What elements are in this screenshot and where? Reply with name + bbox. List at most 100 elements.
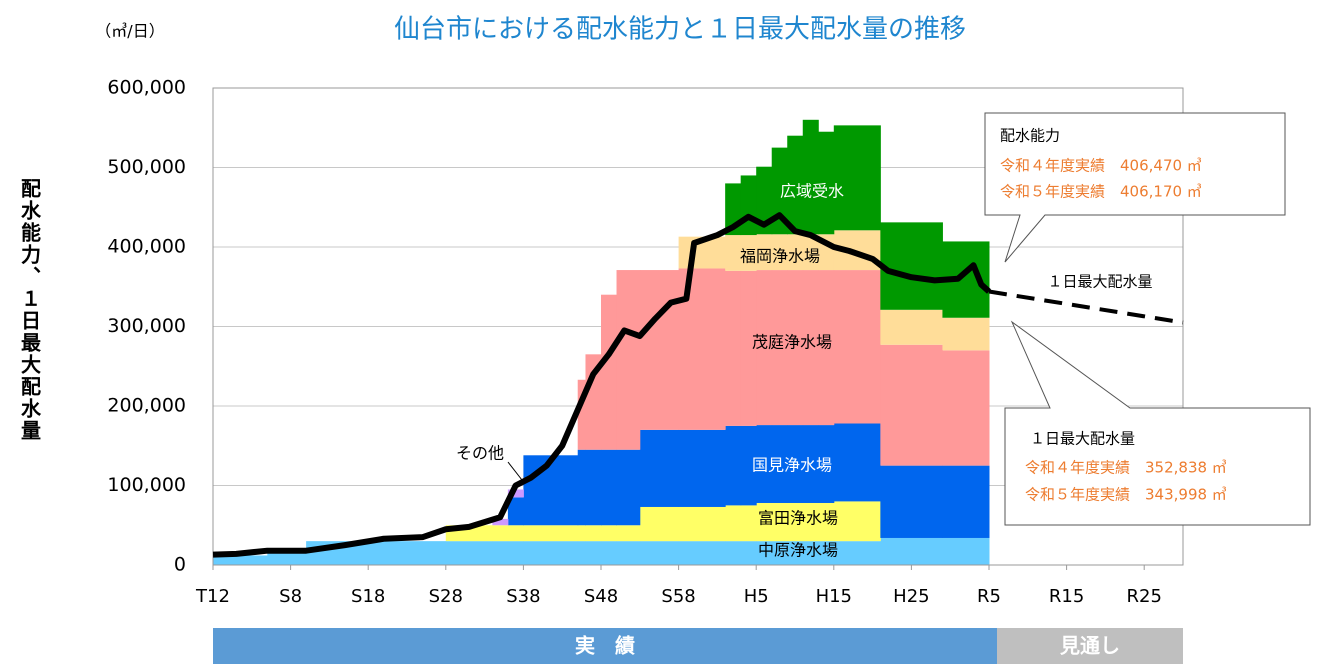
area-step	[818, 131, 835, 235]
area-step	[787, 425, 804, 503]
area-step	[585, 541, 602, 565]
area-step	[802, 425, 819, 503]
area-step	[771, 502, 788, 542]
area-step	[507, 541, 524, 565]
area-step	[577, 525, 586, 542]
area-step	[880, 309, 943, 345]
x-tick-label: R25	[1126, 586, 1161, 607]
callout-box	[1004, 320, 1311, 526]
area-step	[880, 465, 943, 538]
x-tick-label: S38	[506, 586, 540, 607]
x-tick-label: S28	[429, 586, 463, 607]
area-step	[616, 270, 641, 450]
area-step	[678, 541, 726, 565]
period-label: 見通し	[1060, 634, 1120, 658]
area-step	[802, 502, 819, 542]
area-step	[585, 449, 602, 526]
x-tick-label: H5	[744, 586, 769, 607]
area-step	[802, 541, 819, 565]
area-step	[818, 425, 835, 503]
y-tick-label: 200,000	[107, 395, 186, 417]
series-label: 福岡浄水場	[740, 247, 820, 266]
area-step	[577, 541, 586, 565]
area-step	[818, 541, 835, 565]
area-step	[787, 502, 804, 542]
area-step	[601, 294, 618, 450]
area-step	[725, 270, 742, 426]
area-step	[787, 135, 804, 235]
area-step	[771, 425, 788, 503]
chart-title: 仙台市における配水能力と１日最大配水量の推移	[394, 15, 966, 45]
area-step	[725, 541, 742, 565]
area-step	[725, 235, 742, 271]
callout-text: 令和５年度実績 343,998 ㎥	[1025, 486, 1227, 504]
series-label: 国見浄水場	[752, 456, 832, 475]
area-step	[787, 541, 804, 565]
area-step	[942, 537, 990, 565]
area-step	[639, 429, 680, 507]
areas	[213, 119, 990, 565]
area-step	[818, 270, 835, 426]
area-step	[771, 234, 788, 271]
series-label: 富田浄水場	[758, 509, 838, 528]
area-step	[833, 423, 881, 502]
callout-title: １日最大配水量	[1030, 430, 1135, 448]
y-tick-label: 0	[174, 554, 186, 576]
area-step	[740, 270, 757, 426]
area-step	[771, 270, 788, 426]
area-step	[802, 270, 819, 426]
area-step	[740, 425, 757, 506]
plot-border	[212, 87, 1184, 566]
area-step	[492, 541, 509, 565]
projection-line	[988, 289, 1184, 325]
callout-text: 令和４年度実績 406,470 ㎥	[1000, 157, 1202, 175]
period-bar	[213, 628, 997, 664]
x-tick-label: T12	[195, 586, 230, 607]
area-step	[740, 235, 757, 271]
area-step	[756, 541, 773, 565]
area-step	[756, 425, 773, 503]
area-step	[818, 502, 835, 542]
area-step	[601, 525, 618, 542]
series-label: 中原浄水場	[758, 541, 838, 560]
x-tick-label: H15	[816, 586, 852, 607]
area-step	[678, 506, 726, 542]
callout-text: 令和５年度実績 406,170 ㎥	[1000, 183, 1202, 201]
area-step	[507, 497, 524, 526]
area-step	[802, 234, 819, 271]
label-leader	[507, 461, 523, 481]
area-step	[507, 525, 524, 542]
area-step	[740, 541, 757, 565]
area-step	[942, 465, 990, 538]
area-step	[523, 455, 579, 526]
area-step	[880, 222, 943, 310]
area-step	[213, 555, 268, 565]
max-line	[212, 212, 992, 558]
area-step	[740, 505, 757, 542]
area-step	[756, 502, 773, 542]
series-label: その他	[456, 444, 504, 463]
area-step	[833, 501, 881, 542]
series-label: 茂庭浄水場	[752, 333, 832, 352]
area-step	[880, 537, 943, 565]
area-step	[616, 541, 641, 565]
callout-text: 令和４年度実績 352,838 ㎥	[1025, 459, 1227, 477]
x-tick-label: S8	[279, 586, 302, 607]
area-step	[725, 425, 742, 506]
area-step	[267, 550, 307, 565]
area-step	[445, 541, 493, 565]
area-step	[787, 234, 804, 271]
y-tick-label: 300,000	[107, 315, 186, 337]
callout-title: 配水能力	[1000, 127, 1060, 145]
x-tick-label: S58	[661, 586, 695, 607]
x-tick-label: H25	[893, 586, 929, 607]
period-bar	[997, 628, 1183, 664]
area-step	[756, 270, 773, 426]
line-label: １日最大配水量	[1047, 273, 1152, 291]
y-tick-label: 600,000	[107, 77, 186, 99]
y-axis-label: 配水能力、１日最大配水量	[18, 178, 42, 442]
area-step	[601, 541, 618, 565]
area-step	[639, 270, 680, 430]
y-tick-label: 100,000	[107, 474, 186, 496]
